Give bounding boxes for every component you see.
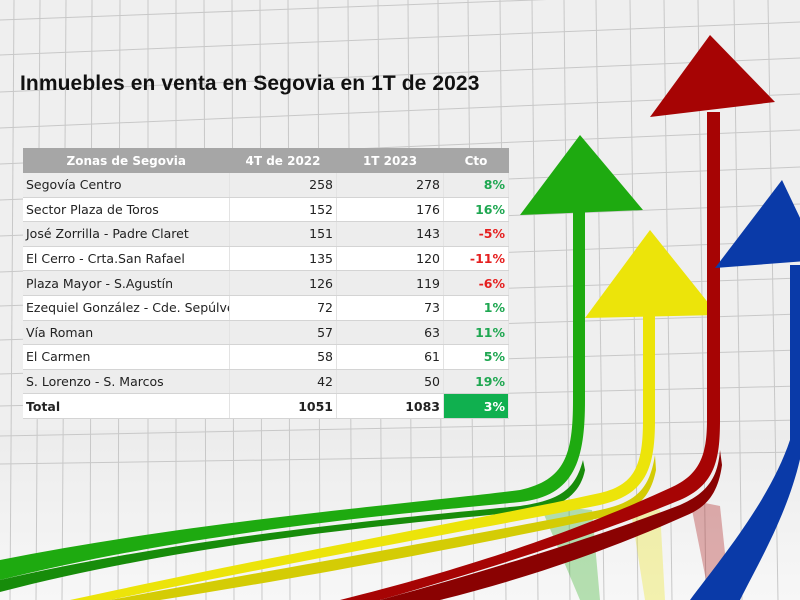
q1-2023-cell: 278 bbox=[336, 173, 444, 198]
q4-2022-cell: 126 bbox=[229, 270, 337, 296]
table-row: El Cerro - Crta.San Rafael 135 120 -11% bbox=[23, 246, 509, 272]
table-row: S. Lorenzo - S. Marcos 42 50 19% bbox=[23, 369, 509, 395]
cto-cell: 8% bbox=[443, 173, 509, 198]
total-label: Total bbox=[23, 393, 230, 419]
zone-cell: Segovía Centro bbox=[23, 173, 230, 198]
zone-cell: El Carmen bbox=[23, 344, 230, 370]
table-row: Vía Roman 57 63 11% bbox=[23, 320, 509, 346]
q1-2023-cell: 73 bbox=[336, 295, 444, 321]
zone-cell: Plaza Mayor - S.Agustín bbox=[23, 270, 230, 296]
q1-2023-cell: 176 bbox=[336, 197, 444, 223]
header-q4-2022: 4T de 2022 bbox=[229, 148, 337, 173]
q4-2022-cell: 58 bbox=[229, 344, 337, 370]
table-total-row: Total 1051 1083 3% bbox=[23, 393, 509, 419]
q1-2023-cell: 120 bbox=[336, 246, 444, 272]
total-cto: 3% bbox=[443, 393, 509, 419]
table-row: Segovía Centro 258 278 8% bbox=[23, 173, 509, 198]
zone-cell: S. Lorenzo - S. Marcos bbox=[23, 369, 230, 395]
zones-table: Zonas de Segovia 4T de 2022 1T 2023 Cto … bbox=[23, 148, 509, 419]
cto-cell: 11% bbox=[443, 320, 509, 346]
table-row: Ezequiel González - Cde. Sepúlve 72 73 1… bbox=[23, 295, 509, 321]
cto-cell: 19% bbox=[443, 369, 509, 395]
table-row: Plaza Mayor - S.Agustín 126 119 -6% bbox=[23, 270, 509, 296]
page-title: Inmuebles en venta en Segovia en 1T de 2… bbox=[20, 72, 480, 95]
header-q1-2023: 1T 2023 bbox=[336, 148, 444, 173]
q1-2023-cell: 61 bbox=[336, 344, 444, 370]
header-cto: Cto bbox=[443, 148, 509, 173]
q4-2022-cell: 72 bbox=[229, 295, 337, 321]
blue-arrow-icon bbox=[690, 180, 800, 600]
table-header-row: Zonas de Segovia 4T de 2022 1T 2023 Cto bbox=[23, 148, 509, 173]
red-arrow-icon bbox=[340, 35, 775, 600]
q4-2022-cell: 57 bbox=[229, 320, 337, 346]
zone-cell: Ezequiel González - Cde. Sepúlve bbox=[23, 295, 230, 321]
cto-cell: 5% bbox=[443, 344, 509, 370]
zone-cell: Vía Roman bbox=[23, 320, 230, 346]
q4-2022-cell: 135 bbox=[229, 246, 337, 272]
q1-2023-cell: 50 bbox=[336, 369, 444, 395]
table-row: El Carmen 58 61 5% bbox=[23, 344, 509, 370]
q1-2023-cell: 119 bbox=[336, 270, 444, 296]
q4-2022-cell: 152 bbox=[229, 197, 337, 223]
green-arrow-icon bbox=[0, 135, 643, 592]
q1-2023-cell: 63 bbox=[336, 320, 444, 346]
cto-cell: 1% bbox=[443, 295, 509, 321]
zone-cell: Sector Plaza de Toros bbox=[23, 197, 230, 223]
cto-cell: -11% bbox=[443, 246, 509, 272]
cto-cell: 16% bbox=[443, 197, 509, 223]
total-q4-2022: 1051 bbox=[229, 393, 337, 419]
q4-2022-cell: 258 bbox=[229, 173, 337, 198]
table-row: José Zorrilla - Padre Claret 151 143 -5% bbox=[23, 221, 509, 247]
table-row: Sector Plaza de Toros 152 176 16% bbox=[23, 197, 509, 223]
zone-cell: José Zorrilla - Padre Claret bbox=[23, 221, 230, 247]
header-zone: Zonas de Segovia bbox=[23, 148, 230, 173]
cto-cell: -6% bbox=[443, 270, 509, 296]
total-q1-2023: 1083 bbox=[336, 393, 444, 419]
q1-2023-cell: 143 bbox=[336, 221, 444, 247]
zone-cell: El Cerro - Crta.San Rafael bbox=[23, 246, 230, 272]
q4-2022-cell: 151 bbox=[229, 221, 337, 247]
cto-cell: -5% bbox=[443, 221, 509, 247]
q4-2022-cell: 42 bbox=[229, 369, 337, 395]
yellow-arrow-icon bbox=[70, 230, 718, 600]
